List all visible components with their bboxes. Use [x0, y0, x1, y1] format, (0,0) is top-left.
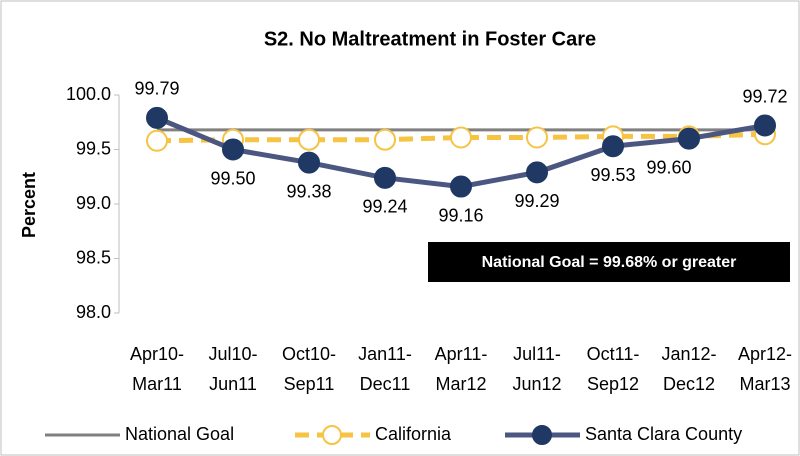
legend-label: California: [375, 424, 452, 444]
x-tick-label: Jan11-Dec11: [358, 344, 412, 394]
x-tick-label: Jul10-Jun11: [208, 344, 257, 394]
legend-label: Santa Clara County: [585, 424, 742, 444]
y-tick-label: 99.0: [76, 193, 111, 213]
y-tick-label: 98.5: [76, 247, 111, 267]
series-line: [156, 131, 766, 144]
y-axis-label: Percent: [19, 172, 39, 238]
marker: [298, 128, 320, 151]
y-tick-label: 98.0: [76, 302, 111, 322]
data-label: 99.16: [438, 205, 483, 225]
annotation-box: [428, 242, 790, 282]
x-tick-label: Jan12-Dec12: [661, 344, 716, 394]
data-label: 99.29: [514, 191, 559, 211]
marker: [222, 138, 244, 161]
legend-marker: [532, 425, 552, 445]
marker: [450, 126, 472, 149]
data-label: 99.60: [646, 157, 691, 177]
marker: [602, 135, 624, 158]
legend-label: National Goal: [125, 424, 234, 444]
data-label: 99.50: [210, 168, 255, 188]
x-tick-label: Oct11-Sep12: [587, 344, 640, 394]
x-tick-label: Apr10-Mar11: [130, 344, 184, 394]
marker: [146, 106, 168, 129]
legend-marker: [322, 425, 342, 445]
marker: [374, 166, 396, 189]
marker: [298, 151, 320, 174]
marker: [146, 129, 168, 152]
x-tick-label: Apr11-Mar12: [435, 344, 488, 394]
marker: [374, 128, 396, 151]
data-label: 99.38: [286, 181, 331, 201]
marker: [450, 175, 472, 198]
x-tick-label: Apr12-Mar13: [738, 344, 792, 394]
x-tick-label: Oct10-Sep11: [282, 344, 336, 394]
annotation: National Goal = 99.68% or greater: [482, 254, 737, 271]
data-label: 99.72: [742, 86, 787, 106]
y-tick-label: 99.5: [76, 138, 111, 158]
chart-title: S2. No Maltreatment in Foster Care: [264, 28, 596, 50]
x-tick-label: Jul11-Jun12: [512, 344, 561, 394]
marker: [678, 127, 700, 150]
marker: [526, 126, 548, 149]
marker: [526, 161, 548, 184]
data-label: 99.53: [590, 165, 635, 185]
marker: [754, 114, 776, 137]
y-tick-label: 100.0: [66, 84, 111, 104]
data-label: 99.24: [362, 197, 407, 217]
data-label: 99.79: [134, 79, 179, 99]
